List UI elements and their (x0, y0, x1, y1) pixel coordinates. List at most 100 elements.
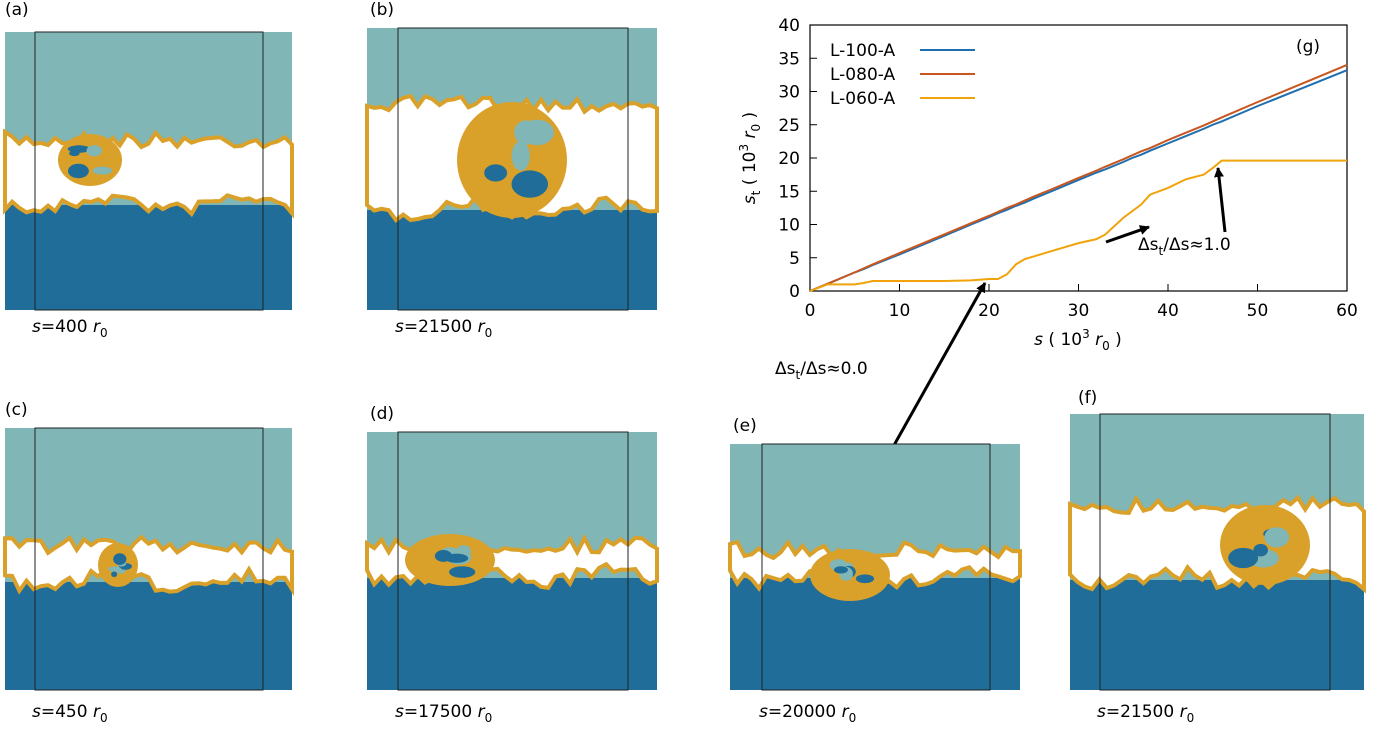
text-part: ( 10 (1043, 330, 1082, 350)
text-part: ) (1110, 330, 1122, 350)
text-part: =21500 (1106, 702, 1180, 722)
snapshot (2, 31, 294, 311)
x-tick-label: 10 (889, 301, 911, 321)
grain-core (92, 166, 112, 175)
grain (58, 134, 122, 186)
caption: s=21500 r0 (395, 317, 492, 340)
lower-slab (5, 582, 292, 690)
x-tick-label: 50 (1247, 301, 1269, 321)
text-part: 0 (749, 124, 763, 132)
legend-label: L-080-A (830, 65, 896, 85)
text-part: 0 (1102, 339, 1110, 353)
y-tick-label: 15 (778, 182, 800, 202)
grain-core (855, 574, 875, 584)
grain-core (484, 164, 508, 182)
text-part: r (478, 702, 486, 722)
text-part: 0 (849, 711, 857, 725)
snapshot (365, 431, 659, 691)
grain-core (434, 550, 452, 562)
text-part: r (842, 702, 850, 722)
text-part: ( 10 (740, 152, 760, 191)
text-part: r (740, 130, 760, 143)
text-part: ) (740, 112, 760, 124)
panel-label: (e) (733, 416, 757, 436)
grain-core (86, 145, 102, 157)
panel-label: (f) (1078, 388, 1097, 408)
grain (1220, 505, 1310, 585)
text-part: t (749, 190, 763, 195)
lower-slab (1070, 580, 1364, 690)
y-axis-label: st ( 103 r0 ) (737, 112, 763, 204)
legend-label: L-100-A (830, 41, 896, 61)
cell-box (397, 431, 629, 691)
grain-core (113, 553, 127, 565)
y-tick-label: 0 (789, 282, 800, 302)
arrow (1214, 167, 1227, 233)
caption: s=21500 r0 (1097, 702, 1194, 725)
text-part: 0 (485, 711, 493, 725)
y-tick-label: 30 (778, 83, 800, 103)
text-part: Δs (775, 359, 796, 379)
x-tick-label: 60 (1336, 301, 1358, 321)
y-tick-label: 25 (778, 116, 800, 136)
text-part: s (32, 317, 41, 337)
grain-core (833, 566, 848, 574)
snapshot (1068, 413, 1366, 691)
y-tick-label: 10 (778, 216, 800, 236)
text-part: s (759, 702, 768, 722)
x-tick-label: 40 (1157, 301, 1179, 321)
grain-core (449, 566, 476, 578)
snapshot (728, 443, 1022, 691)
lower-slab (367, 210, 657, 310)
grain-core (1228, 547, 1259, 569)
text-part: r (478, 317, 486, 337)
grain-core (1253, 543, 1268, 557)
text-part: 0 (1187, 711, 1195, 725)
text-part: s (32, 702, 41, 722)
y-tick-label: 20 (778, 149, 800, 169)
text-part: s (740, 195, 760, 204)
text-part: 3 (737, 144, 751, 152)
snapshot (365, 27, 659, 311)
text-part: 0 (100, 711, 108, 725)
grain-core (515, 175, 533, 191)
text-part: s (1034, 330, 1043, 350)
grain-core (108, 566, 122, 572)
text-part: Δs (1138, 235, 1159, 255)
lower-slab (367, 578, 657, 690)
y-tick-label: 40 (778, 16, 800, 36)
text-part: s (1097, 702, 1106, 722)
grain-core (520, 119, 554, 146)
gap (2, 534, 294, 597)
grain-core (111, 571, 118, 578)
grain-core (67, 163, 89, 179)
text-part: s (395, 317, 404, 337)
panel-label: (b) (370, 0, 394, 20)
text-part: =400 (41, 317, 93, 337)
legend-label: L-060-A (830, 89, 896, 109)
series-line (809, 69, 1348, 292)
caption: s=400 r0 (32, 317, 108, 340)
cell-box (1099, 413, 1331, 691)
cell-box (397, 27, 629, 311)
text-part: /Δs≈1.0 (1163, 235, 1231, 255)
text-part: r (1090, 330, 1103, 350)
caption: s=17500 r0 (395, 702, 492, 725)
panel-label: (a) (5, 0, 29, 20)
lower-slab (5, 205, 292, 310)
cell-box (761, 443, 991, 691)
text-part: =20000 (768, 702, 842, 722)
caption: s=450 r0 (32, 702, 108, 725)
text-part: /Δs≈0.0 (800, 359, 868, 379)
lower-slab (730, 578, 1020, 690)
panel-label: (c) (5, 400, 28, 420)
x-tick-label: 0 (805, 301, 816, 321)
x-tick-label: 30 (1068, 301, 1090, 321)
grain-core (511, 141, 530, 171)
text-part: =21500 (404, 317, 478, 337)
text-part: t (1159, 244, 1164, 258)
text-part: r (93, 317, 101, 337)
y-tick-label: 5 (789, 249, 800, 269)
grain (457, 102, 567, 218)
